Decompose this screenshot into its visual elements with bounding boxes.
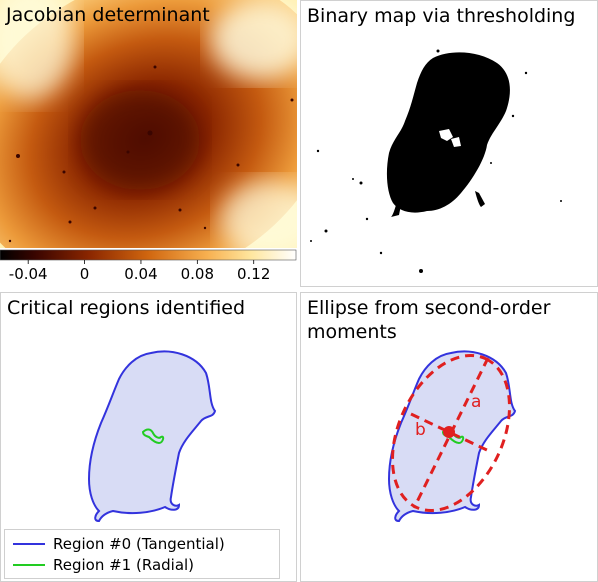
colorbar-tick-label: 0.04 [124, 265, 158, 283]
colorbar-tick-label: 0.12 [237, 265, 271, 283]
legend-label-region-0: Region #0 (Tangential) [53, 535, 225, 553]
jacobian-title: Jacobian determinant [6, 4, 210, 26]
label-b: b [415, 420, 426, 440]
binary-map [310, 49, 562, 273]
jacobian-heatmap [0, 0, 297, 248]
region-1-boundary [141, 428, 165, 445]
ellipse-title-line1: Ellipse from second-order [307, 297, 551, 319]
legend-item-region-1: Region #1 (Radial) [13, 555, 194, 575]
critical-title: Critical regions identified [7, 297, 246, 319]
colorbar [0, 249, 297, 264]
region-0-boundary [87, 350, 217, 523]
critical-panel: Critical regions identified Region #0 (T… [0, 292, 297, 582]
centroid [443, 426, 455, 438]
ellipse-title-line2: moments [307, 321, 397, 343]
ellipse-panel: Ellipse from second-order moments a b [300, 292, 598, 582]
legend-item-region-0: Region #0 (Tangential) [13, 534, 225, 554]
label-a: a [471, 392, 481, 412]
moment-ellipse [391, 354, 511, 512]
jacobian-panel: Jacobian determinant [0, 0, 297, 248]
binary-panel: Binary map via thresholding [300, 0, 598, 287]
colorbar-tick-label: -0.04 [8, 265, 48, 283]
ellipse-title: Ellipse from second-order moments [307, 296, 550, 344]
colorbar-tick-label: 0 [79, 265, 90, 283]
legend-label-region-1: Region #1 (Radial) [53, 556, 195, 574]
legend: Region #0 (Tangential) Region #1 (Radial… [4, 529, 280, 579]
critical-regions-plot [87, 350, 217, 523]
colorbar-tick-label: 0.08 [180, 265, 215, 283]
ellipse-plot: a b [387, 350, 517, 523]
legend-swatch-region-0 [13, 543, 45, 545]
binary-title: Binary map via thresholding [307, 5, 576, 27]
legend-swatch-region-1 [13, 564, 45, 566]
